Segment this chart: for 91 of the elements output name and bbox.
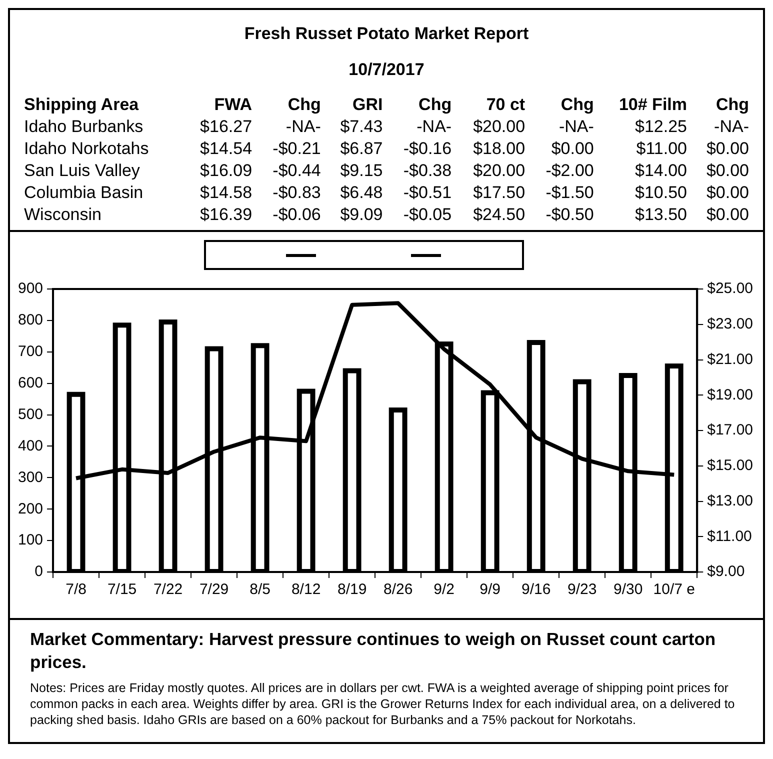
y-tick-label: 900: [18, 280, 44, 298]
y-tick-label: 800: [18, 312, 44, 329]
category-label: 10# Film: [618, 94, 688, 116]
y-tick-label: 500: [18, 406, 44, 423]
text: $10.50: [635, 183, 688, 202]
text: -$0.06: [272, 205, 321, 224]
y2-tick-label: $15.00: [707, 457, 754, 474]
y-tick-label: 300: [18, 468, 44, 486]
text: $13.50: [635, 205, 688, 224]
text: -$0.16: [403, 139, 452, 158]
y-tick-label: 100: [18, 532, 44, 549]
y2-tick-label: $25.00: [707, 280, 754, 298]
text: $20.00: [473, 161, 526, 180]
category-label: GRI: [352, 94, 384, 116]
x-tick-label: 7/22: [153, 581, 183, 598]
text: Market Commentary: Harvest pressure continues to weigh on Russet count carton prices.: [30, 628, 717, 674]
text: -$2.00: [546, 161, 594, 180]
text: Fresh Russet Potato Market Report: [243, 24, 530, 44]
x-tick-label: 9/2: [434, 581, 455, 598]
text: $7.43: [340, 117, 383, 136]
text: Notes: Prices are Friday mostly quotes. All prices are in dollars per cwt. FWA is a weighted average of shipping point prices for common packs in each area. Weights differ by area. GRI is the Grower Returns Index for each individual area, on a delivered to packing shed basis. Idaho GRIs are based on a 60% packout for Burbanks and a 75% packout for Norkotahs.: [30, 680, 736, 728]
text: $16.27: [200, 117, 252, 136]
text: $0.00: [706, 139, 749, 158]
y2-tick-label: $21.00: [707, 350, 754, 368]
x-tick-label: 7/8: [66, 581, 86, 598]
category-label: Chg: [714, 94, 750, 116]
x-tick-label: 8/19: [337, 581, 367, 598]
y2-tick-label: $17.00: [707, 422, 754, 439]
text: $9.09: [340, 205, 383, 224]
text: -$0.44: [272, 161, 321, 180]
category-label: Columbia Basin: [24, 183, 144, 202]
text: $20.00: [473, 117, 526, 136]
text: -NA-: [416, 117, 452, 136]
text: $14.54: [200, 139, 252, 158]
y-tick-label: 600: [18, 374, 44, 392]
category-label: Chg: [560, 94, 595, 116]
category-label: Chg: [286, 94, 322, 116]
y2-tick-label: $19.00: [707, 386, 754, 404]
text: $16.39: [200, 205, 252, 224]
text: $18.00: [473, 139, 526, 158]
text: -$0.51: [403, 183, 452, 202]
category-label: FWA: [213, 94, 254, 116]
category-label: San Luis Valley: [24, 161, 140, 180]
text: -$0.05: [403, 205, 452, 224]
category-label: Idaho Norkotahs: [24, 139, 149, 158]
x-tick-label: 9/23: [568, 581, 597, 598]
text: $17.50: [473, 183, 526, 202]
x-tick-label: 8/12: [291, 581, 321, 598]
text: $9.15: [340, 161, 383, 180]
x-tick-label: 10/7 e: [653, 581, 695, 598]
category-label: Idaho Burbanks: [24, 117, 144, 136]
text: $0.00: [706, 161, 749, 180]
y-tick-label: 200: [18, 500, 44, 518]
x-tick-label: 7/15: [107, 581, 137, 598]
text: $12.25: [635, 117, 688, 136]
text: $0.00: [706, 205, 749, 224]
text: -$0.38: [403, 161, 452, 180]
y2-tick-label: $13.00: [707, 492, 754, 510]
text: -NA-: [286, 117, 321, 136]
category-label: Wisconsin: [24, 205, 102, 224]
text: $6.48: [340, 183, 383, 202]
y-tick-label: 700: [18, 343, 44, 360]
text: $16.09: [200, 161, 252, 180]
text: $14.58: [200, 183, 252, 202]
text: -$0.21: [272, 139, 321, 158]
text: $14.00: [635, 161, 688, 180]
x-tick-label: 9/9: [480, 581, 501, 598]
text: Shipping Area: [23, 94, 140, 116]
text: $11.00: [636, 139, 688, 158]
text: -$1.50: [546, 183, 594, 202]
text: $0.00: [551, 139, 594, 158]
y-tick-label: 0: [34, 563, 44, 580]
y2-tick-label: $23.00: [707, 316, 754, 333]
text: $6.87: [340, 139, 383, 158]
text: 10/7/2017: [348, 60, 426, 80]
y-tick-label: 400: [18, 437, 44, 454]
y2-tick-label: $9.00: [707, 563, 745, 580]
text: -$0.50: [546, 205, 594, 224]
x-tick-label: 7/29: [199, 581, 229, 598]
text: -NA-: [558, 117, 594, 136]
x-tick-label: 8/5: [250, 581, 270, 598]
category-label: Chg: [418, 94, 453, 116]
category-label: 70 ct: [485, 94, 526, 116]
x-tick-label: 9/30: [614, 581, 643, 598]
text: -$0.83: [272, 183, 321, 202]
text: $0.00: [706, 183, 749, 202]
text: -NA-: [714, 117, 749, 136]
y2-tick-label: $11.00: [707, 528, 752, 545]
x-tick-label: 8/26: [383, 581, 413, 598]
text: $24.50: [473, 205, 526, 224]
x-tick-label: 9/16: [521, 581, 551, 598]
